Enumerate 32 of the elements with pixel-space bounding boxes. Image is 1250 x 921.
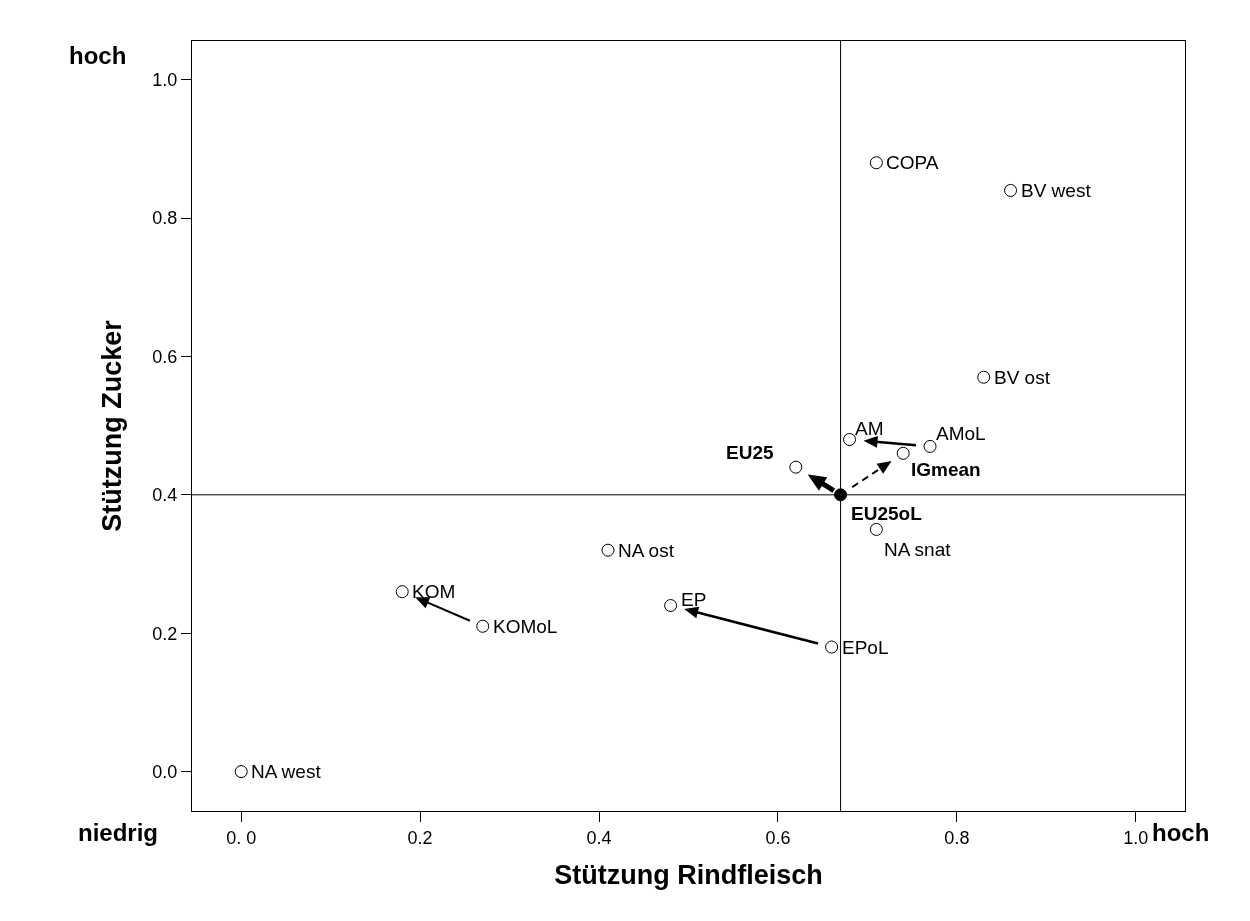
annotation: BV ost [994,367,1051,388]
annotation: KOM [412,581,456,602]
text: hoch [69,42,127,69]
text: niedrig [78,819,159,846]
text: hoch [1152,819,1210,846]
x-tick-label: 0.6 [765,827,791,848]
x-tick-label: 0.2 [407,827,433,848]
annotation: EP [681,589,707,610]
annotation: NA snat [884,539,952,560]
annotation: NA ost [618,540,675,561]
x-tick-label: 0.8 [944,827,970,848]
annotation: KOMoL [493,616,558,637]
y-tick-label: 1.0 [152,70,178,91]
y-tick-label: 0.6 [152,346,178,367]
y-tick-label: 0.4 [152,485,178,506]
annotation: AMoL [936,423,986,444]
x-tick-label: 0. 0 [226,827,257,848]
y-tick-label: 0.8 [152,208,178,229]
annotation: IGmean [911,459,981,480]
annotation: NA west [251,761,322,782]
annotation: BV west [1021,180,1092,201]
annotation: EU25 [726,442,774,463]
x-tick-label: 0.4 [586,827,612,848]
annotation: EPoL [842,637,889,658]
annotation: COPA [886,152,939,173]
annotation: AM [855,418,884,439]
x-axis-title: Stützung Rindfleisch [554,860,823,890]
y-tick-label: 0.0 [152,761,178,782]
annotation: EU25oL [851,503,923,524]
y-tick-label: 0.2 [152,623,178,644]
x-tick-label: 1.0 [1123,827,1149,848]
y-axis-title: Stützung Zucker [97,319,128,532]
